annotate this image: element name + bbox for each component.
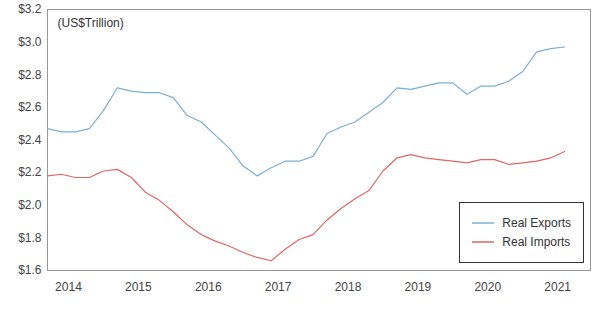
svg-text:2014: 2014: [55, 280, 82, 294]
svg-text:$2.8: $2.8: [18, 68, 42, 82]
html-text:Real Imports: Real Imports: [502, 235, 571, 249]
svg-text:(US$Trillion): (US$Trillion): [58, 16, 124, 30]
html-text:Real Exports: Real Exports: [502, 216, 571, 230]
svg-text:2015: 2015: [125, 280, 152, 294]
svg-text:2017: 2017: [265, 280, 292, 294]
svg-text:$1.8: $1.8: [18, 231, 42, 245]
svg-text:$2.6: $2.6: [18, 100, 42, 114]
svg-text:$3.0: $3.0: [18, 35, 42, 49]
svg-text:2018: 2018: [335, 280, 362, 294]
svg-text:$3.2: $3.2: [18, 2, 42, 16]
svg-text:2021: 2021: [544, 280, 571, 294]
svg-text:$2.0: $2.0: [18, 198, 42, 212]
svg-text:2020: 2020: [474, 280, 501, 294]
svg-text:2019: 2019: [405, 280, 432, 294]
svg-text:$2.2: $2.2: [18, 165, 42, 179]
svg-text:$1.6: $1.6: [18, 263, 42, 277]
svg-text:2016: 2016: [195, 280, 222, 294]
svg-text:$2.4: $2.4: [18, 133, 42, 147]
